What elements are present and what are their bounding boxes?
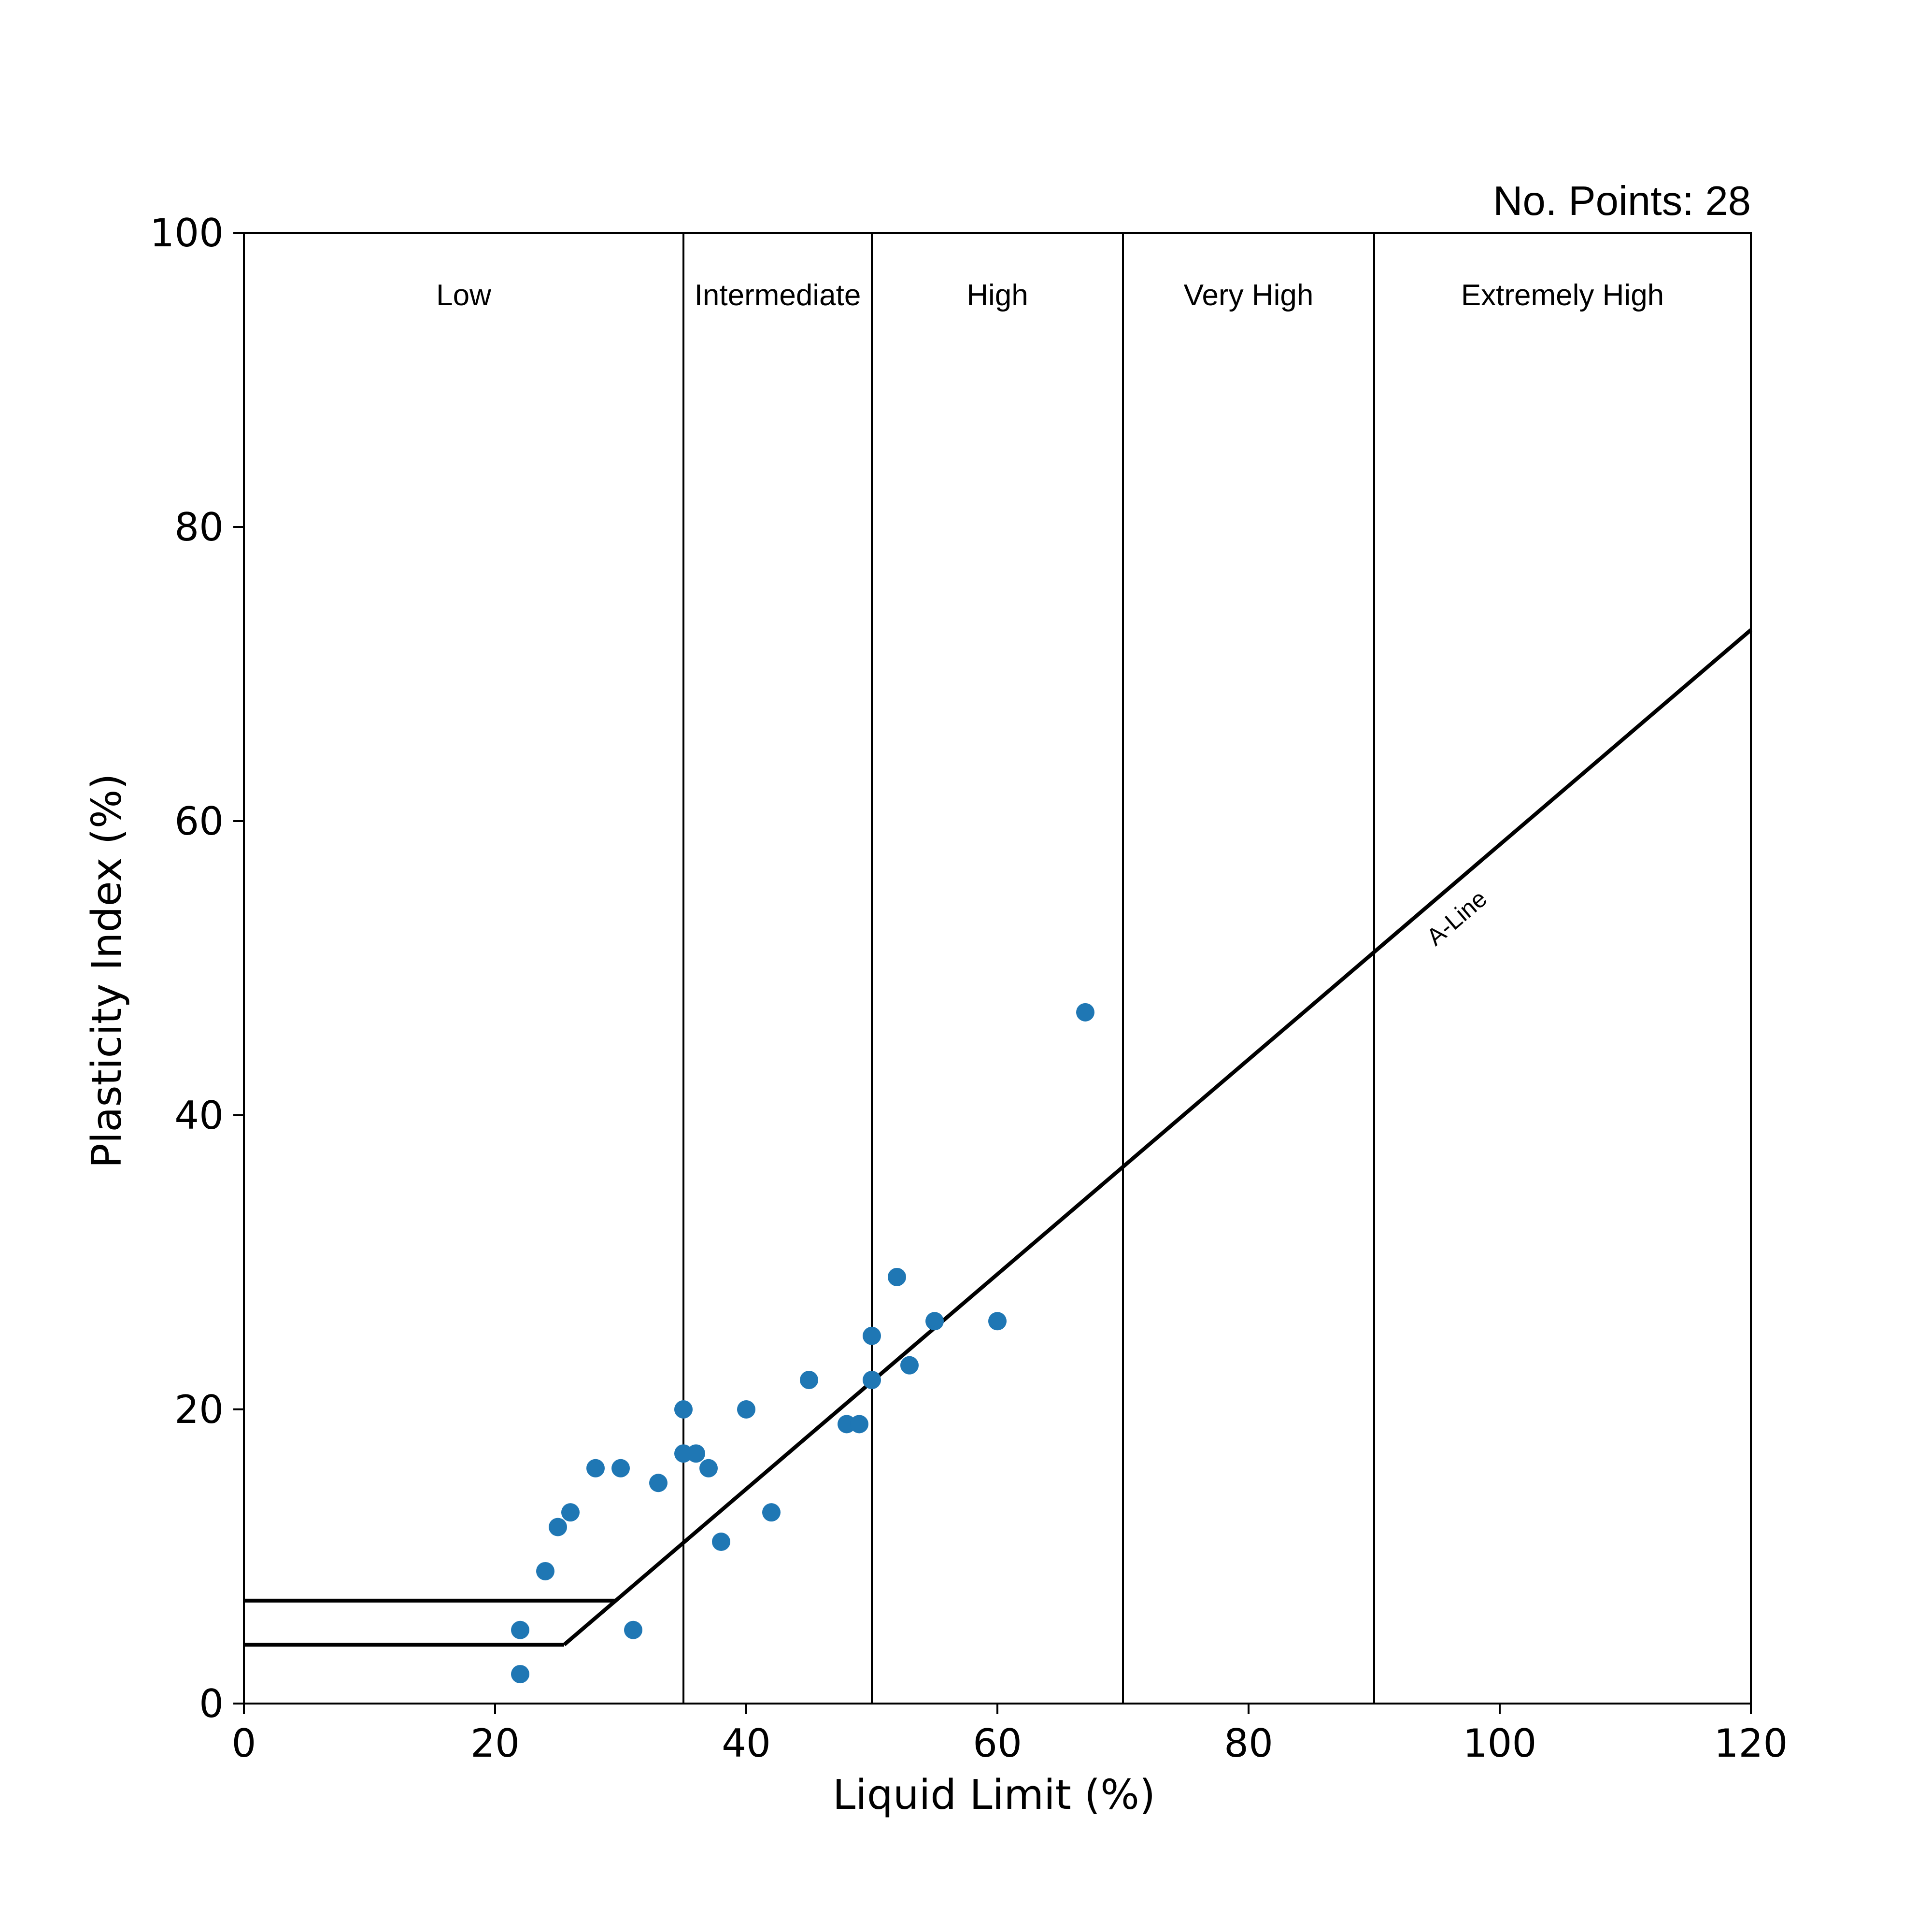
x-tick-label: 40 <box>722 1721 771 1766</box>
zone-label: Low <box>436 279 491 312</box>
y-tick-label: 80 <box>174 505 224 550</box>
x-axis-title: Liquid Limit (%) <box>833 1771 1155 1819</box>
data-point <box>674 1400 693 1419</box>
y-axis: 0 20 40 60 80 100 <box>150 211 244 1726</box>
data-point <box>649 1474 668 1492</box>
y-tick-label: 0 <box>199 1681 224 1726</box>
data-point <box>536 1562 554 1580</box>
data-point <box>850 1415 868 1434</box>
y-tick-label: 60 <box>174 799 224 844</box>
data-point <box>511 1665 529 1684</box>
data-point <box>737 1400 755 1419</box>
data-point <box>511 1620 529 1639</box>
data-point <box>900 1356 919 1375</box>
data-point <box>925 1312 944 1331</box>
zone-label: Very High <box>1184 279 1314 312</box>
data-point <box>611 1459 630 1477</box>
data-point <box>762 1503 781 1522</box>
zone-label: High <box>966 279 1028 312</box>
data-point <box>674 1444 693 1463</box>
x-tick-label: 100 <box>1463 1721 1537 1766</box>
data-point <box>863 1371 881 1390</box>
zones-layer: Low Intermediate High Very High Extremely Hi… <box>436 233 1664 1704</box>
y-tick-label: 100 <box>150 211 224 256</box>
point-count-label: No. Points: 28 <box>1493 178 1751 224</box>
a-line <box>563 628 1752 1647</box>
y-tick-label: 20 <box>174 1387 224 1432</box>
data-points <box>511 1003 1094 1684</box>
x-tick-label: 80 <box>1224 1721 1273 1766</box>
data-point <box>988 1312 1007 1331</box>
data-point <box>586 1459 605 1477</box>
x-axis: 0 20 40 60 80 100 120 <box>232 1704 1788 1766</box>
x-tick-label: 0 <box>232 1721 256 1766</box>
data-point <box>863 1326 881 1345</box>
y-tick-label: 40 <box>174 1093 224 1138</box>
data-point <box>549 1518 567 1536</box>
data-point <box>712 1533 730 1551</box>
zone-label: Intermediate <box>695 279 861 312</box>
data-point <box>800 1371 818 1390</box>
data-point <box>838 1415 856 1434</box>
data-point <box>699 1459 718 1477</box>
y-axis-title: Plasticity Index (%) <box>83 773 131 1168</box>
x-tick-label: 120 <box>1714 1721 1788 1766</box>
zone-label: Extremely High <box>1461 279 1664 312</box>
x-tick-label: 20 <box>470 1721 520 1766</box>
data-point <box>687 1444 705 1463</box>
data-point <box>888 1267 906 1286</box>
x-tick-label: 60 <box>973 1721 1022 1766</box>
data-point <box>624 1620 642 1639</box>
data-point <box>561 1503 580 1522</box>
data-point <box>1076 1003 1094 1022</box>
